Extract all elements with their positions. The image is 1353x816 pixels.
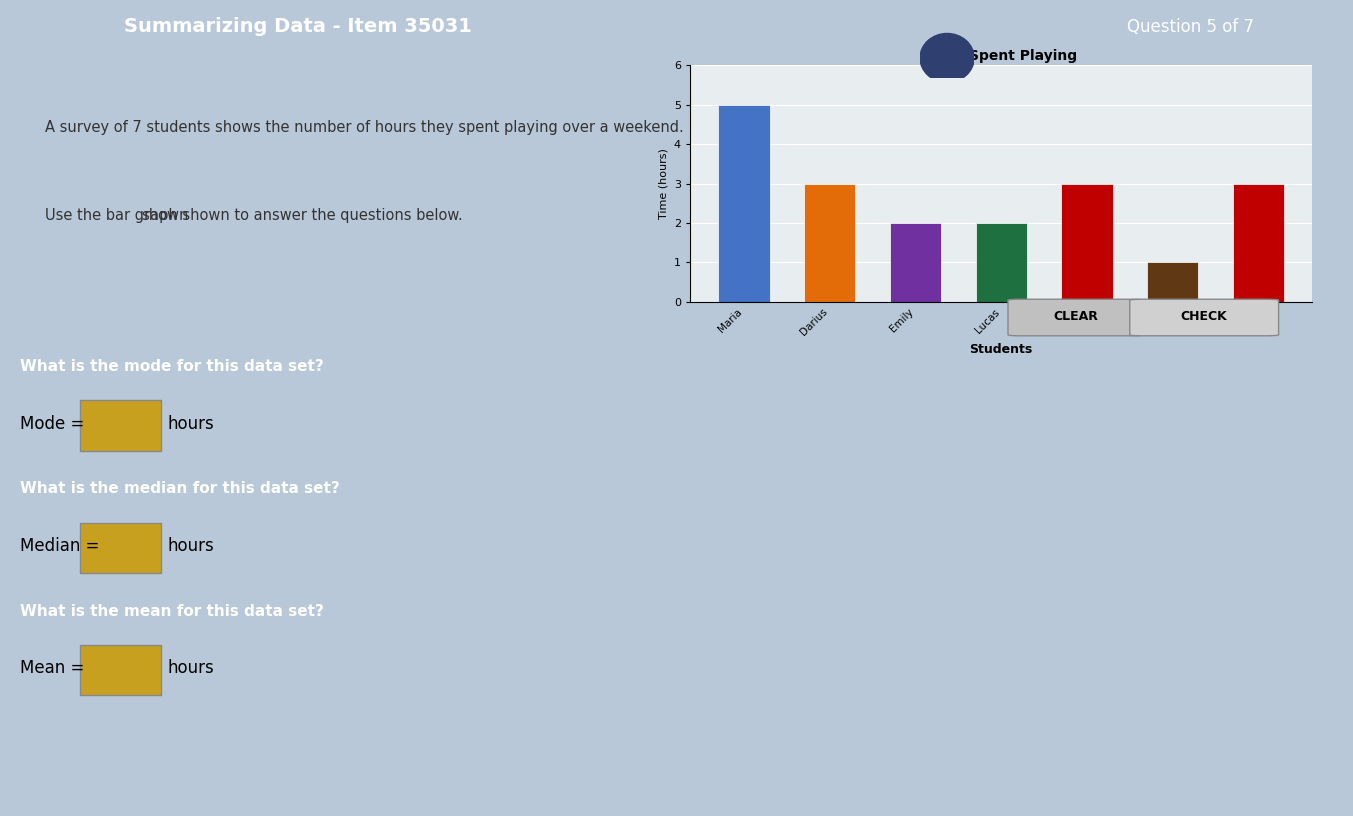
Text: Use the bar graph shown to answer the questions below.: Use the bar graph shown to answer the qu…	[45, 209, 463, 224]
Bar	[804, 184, 855, 302]
Text: Summarizing Data - Item 35031: Summarizing Data - Item 35031	[123, 17, 472, 36]
Text: hours: hours	[168, 415, 214, 432]
Text: hours: hours	[168, 659, 214, 677]
Text: What is the mode for this data set?: What is the mode for this data set?	[20, 359, 323, 374]
Circle shape	[920, 33, 974, 82]
Text: CHECK: CHECK	[1181, 310, 1227, 322]
Bar	[890, 223, 942, 302]
Bar	[1233, 184, 1284, 302]
Title: Time Spent Playing: Time Spent Playing	[925, 49, 1077, 63]
FancyBboxPatch shape	[80, 645, 161, 695]
FancyBboxPatch shape	[1130, 299, 1279, 336]
Text: CLEAR: CLEAR	[1053, 310, 1099, 322]
Text: What is the mean for this data set?: What is the mean for this data set?	[20, 604, 323, 619]
Text: What is the median for this data set?: What is the median for this data set?	[20, 481, 340, 496]
Text: shown: shown	[141, 209, 188, 224]
Bar	[1147, 263, 1199, 302]
Text: hours: hours	[168, 537, 214, 555]
Bar	[976, 223, 1027, 302]
Text: A survey of 7 students shows the number of hours they spent playing over a weeke: A survey of 7 students shows the number …	[45, 121, 683, 135]
Text: Median =: Median =	[20, 537, 100, 555]
Text: Mode =: Mode =	[20, 415, 84, 432]
Bar	[1061, 184, 1112, 302]
Text: Mean =: Mean =	[20, 659, 84, 677]
Text: Question 5 of 7: Question 5 of 7	[1127, 17, 1254, 36]
Bar	[718, 104, 770, 302]
Y-axis label: Time (hours): Time (hours)	[659, 149, 668, 219]
FancyBboxPatch shape	[1008, 299, 1143, 336]
X-axis label: Students: Students	[970, 344, 1032, 357]
FancyBboxPatch shape	[80, 522, 161, 573]
FancyBboxPatch shape	[80, 400, 161, 450]
